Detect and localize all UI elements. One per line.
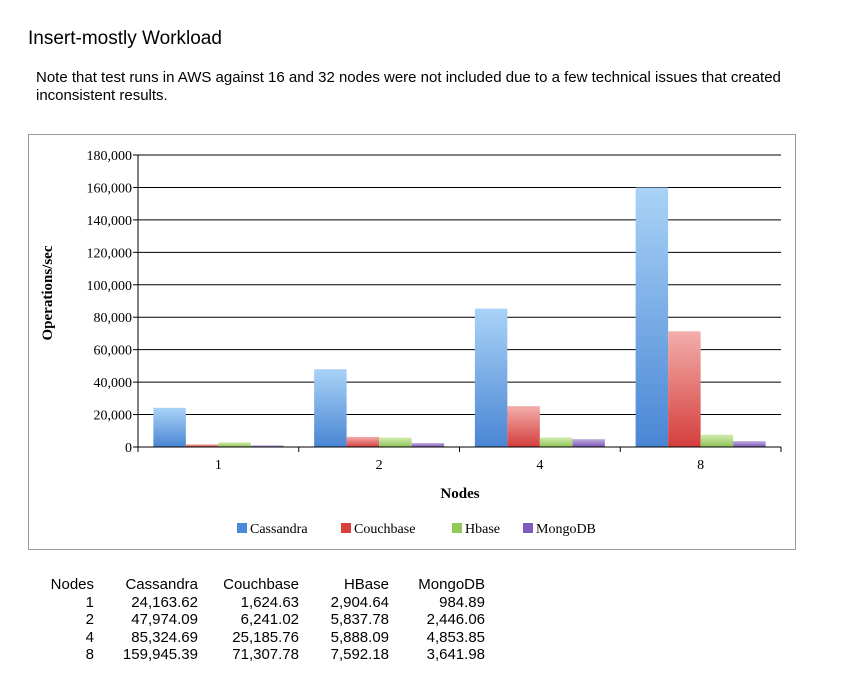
y-tick-label: 180,000 bbox=[87, 149, 133, 164]
bar-couchbase-4 bbox=[507, 406, 540, 447]
table-row: 4 85,324.69 25,185.76 5,888.09 4,853.85 bbox=[40, 629, 485, 647]
table-cell: 47,974.09 bbox=[131, 611, 198, 628]
table-cell: 5,888.09 bbox=[330, 628, 389, 646]
table-cell: 2 bbox=[85, 611, 94, 628]
table-header: MongoDB bbox=[418, 576, 485, 593]
bar-hbase-1 bbox=[218, 442, 251, 447]
table-cell: 4,853.85 bbox=[426, 628, 485, 646]
x-axis-title: Nodes bbox=[440, 486, 479, 502]
table-cell: 1 bbox=[85, 593, 94, 611]
x-tick-label: 4 bbox=[536, 458, 543, 473]
table-cell: 159,945.39 bbox=[122, 646, 198, 663]
legend-swatch-mongodb bbox=[523, 523, 533, 533]
bar-couchbase-2 bbox=[346, 436, 380, 447]
table-cell: 8 bbox=[85, 646, 94, 663]
legend-swatch-cassandra bbox=[237, 523, 247, 533]
chart-container: 0 20,000 40,000 60,000 80,000 100,000 120,000 1… bbox=[28, 134, 796, 550]
legend-label-hbase: Hbase bbox=[465, 522, 500, 537]
y-tick-label: 80,000 bbox=[94, 311, 133, 326]
y-axis-title: Operations/sec bbox=[40, 245, 56, 340]
y-tick-label: 120,000 bbox=[87, 246, 133, 261]
table-cell: 1,624.63 bbox=[240, 593, 299, 611]
bar-cassandra-4 bbox=[474, 308, 508, 447]
bar-chart: 0 20,000 40,000 60,000 80,000 100,000 120,000 1… bbox=[40, 149, 782, 537]
table-cell: 25,185.76 bbox=[232, 628, 299, 646]
bar-couchbase-1 bbox=[185, 444, 219, 447]
table-cell: 984.89 bbox=[439, 593, 485, 611]
y-tick-label: 100,000 bbox=[87, 279, 133, 294]
data-table: Nodes Cassandra Couchbase HBase MongoDB … bbox=[40, 576, 485, 664]
bar-mongodb-4 bbox=[572, 439, 605, 447]
table-cell: 3,641.98 bbox=[426, 646, 485, 663]
legend-swatch-hbase bbox=[452, 523, 462, 533]
bar-hbase-4 bbox=[539, 437, 573, 447]
table-header: HBase bbox=[343, 576, 389, 593]
legend-label-couchbase: Couchbase bbox=[354, 522, 415, 537]
table-row: 1 24,163.62 1,624.63 2,904.64 984.89 bbox=[40, 594, 485, 612]
bars bbox=[153, 187, 766, 448]
page-heading: Insert-mostly Workload bbox=[28, 28, 222, 49]
bar-mongodb-2 bbox=[411, 443, 445, 447]
legend: Cassandra Couchbase Hbase MongoDB bbox=[237, 522, 596, 537]
table-cell: 24,163.62 bbox=[131, 593, 198, 611]
table-header: Nodes bbox=[50, 576, 94, 593]
grid-lines bbox=[138, 154, 781, 416]
table-header: Couchbase bbox=[223, 576, 299, 593]
table-cell: 4 bbox=[85, 628, 94, 646]
y-tick-label: 20,000 bbox=[94, 409, 133, 424]
table-header-row: Nodes Cassandra Couchbase HBase MongoDB bbox=[40, 576, 485, 594]
x-tick-label: 8 bbox=[697, 458, 704, 473]
bar-cassandra-2 bbox=[314, 369, 347, 447]
y-tick-label: 60,000 bbox=[94, 344, 133, 359]
axes bbox=[133, 154, 782, 452]
table-header: Cassandra bbox=[125, 576, 198, 593]
legend-label-cassandra: Cassandra bbox=[250, 522, 308, 537]
legend-swatch-couchbase bbox=[341, 523, 351, 533]
table-cell: 6,241.02 bbox=[240, 611, 299, 628]
table-cell: 2,446.06 bbox=[426, 611, 485, 628]
table-row: 8 159,945.39 71,307.78 7,592.18 3,641.98 bbox=[40, 646, 485, 664]
y-tick-label: 160,000 bbox=[87, 181, 133, 196]
bar-cassandra-1 bbox=[153, 407, 186, 447]
legend-label-mongodb: MongoDB bbox=[536, 522, 596, 537]
bar-hbase-8 bbox=[700, 434, 734, 447]
table-cell: 71,307.78 bbox=[232, 646, 299, 663]
table-row: 2 47,974.09 6,241.02 5,837.78 2,446.06 bbox=[40, 611, 485, 629]
y-tick-label: 40,000 bbox=[94, 376, 133, 391]
y-tick-label: 0 bbox=[125, 441, 132, 456]
bar-mongodb-1 bbox=[250, 445, 284, 447]
bar-hbase-2 bbox=[379, 437, 412, 447]
table-cell: 2,904.64 bbox=[330, 593, 389, 611]
x-tick-label: 2 bbox=[376, 458, 383, 473]
x-tick-label: 1 bbox=[215, 458, 222, 473]
bar-cassandra-8 bbox=[635, 187, 669, 448]
bar-couchbase-8 bbox=[668, 331, 701, 447]
table-cell: 7,592.18 bbox=[330, 646, 389, 663]
note-text: Note that test runs in AWS against 16 an… bbox=[36, 69, 781, 104]
y-tick-label: 140,000 bbox=[87, 214, 133, 229]
table-cell: 5,837.78 bbox=[330, 611, 389, 628]
tick-labels: 0 20,000 40,000 60,000 80,000 100,000 120,000 1… bbox=[87, 149, 705, 473]
table-cell: 85,324.69 bbox=[131, 628, 198, 646]
bar-mongodb-8 bbox=[733, 441, 766, 447]
